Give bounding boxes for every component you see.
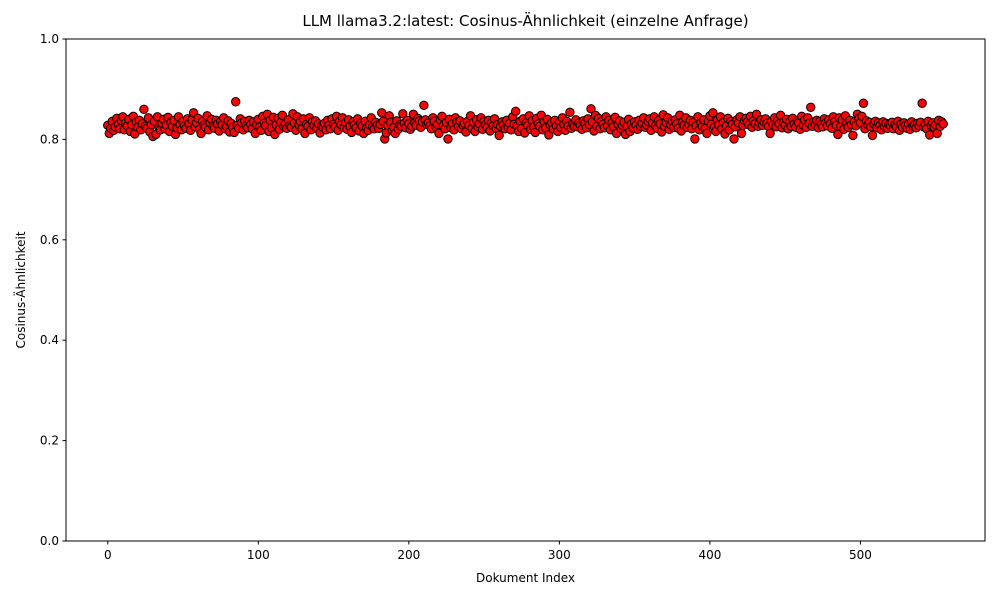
y-tick-label: 0.8: [40, 132, 59, 146]
point: [848, 130, 858, 141]
point: [867, 130, 878, 141]
point: [586, 104, 596, 114]
point: [443, 134, 453, 144]
axes-frame: [65, 38, 986, 542]
x-tick-label: 300: [548, 548, 571, 562]
y-tick-label: 0.6: [40, 233, 59, 247]
point: [702, 128, 712, 139]
point: [398, 109, 408, 119]
point: [139, 104, 149, 114]
point: [511, 106, 521, 116]
y-tick-label: 0.2: [40, 434, 59, 448]
x-tick-label: 200: [397, 548, 420, 562]
point: [565, 107, 575, 117]
point: [708, 108, 718, 118]
y-axis-label: Cosinus-Ähnlichkeit: [13, 231, 28, 348]
point: [690, 134, 700, 144]
point: [938, 119, 948, 129]
x-tick-label: 100: [247, 548, 270, 562]
point: [736, 128, 747, 139]
point: [729, 134, 739, 144]
point: [833, 129, 843, 140]
chart-title: LLM llama3.2:latest: Cosinus-Ähnlichkeit…: [302, 11, 748, 30]
y-tick-label: 0.0: [40, 534, 59, 548]
point: [806, 102, 816, 112]
x-tick-label: 0: [104, 548, 112, 562]
plot-area: [103, 97, 948, 144]
x-tick-label: 500: [849, 548, 872, 562]
y-tick-label: 0.4: [40, 333, 59, 347]
point: [917, 98, 927, 108]
x-axis-label: Dokument Index: [476, 571, 575, 585]
point: [924, 130, 935, 140]
point: [494, 130, 504, 141]
y-tick-label: 1.0: [40, 32, 59, 46]
point: [858, 98, 869, 108]
point: [231, 97, 241, 107]
point: [419, 100, 429, 110]
point: [765, 128, 775, 139]
x-tick-label: 400: [698, 548, 721, 562]
